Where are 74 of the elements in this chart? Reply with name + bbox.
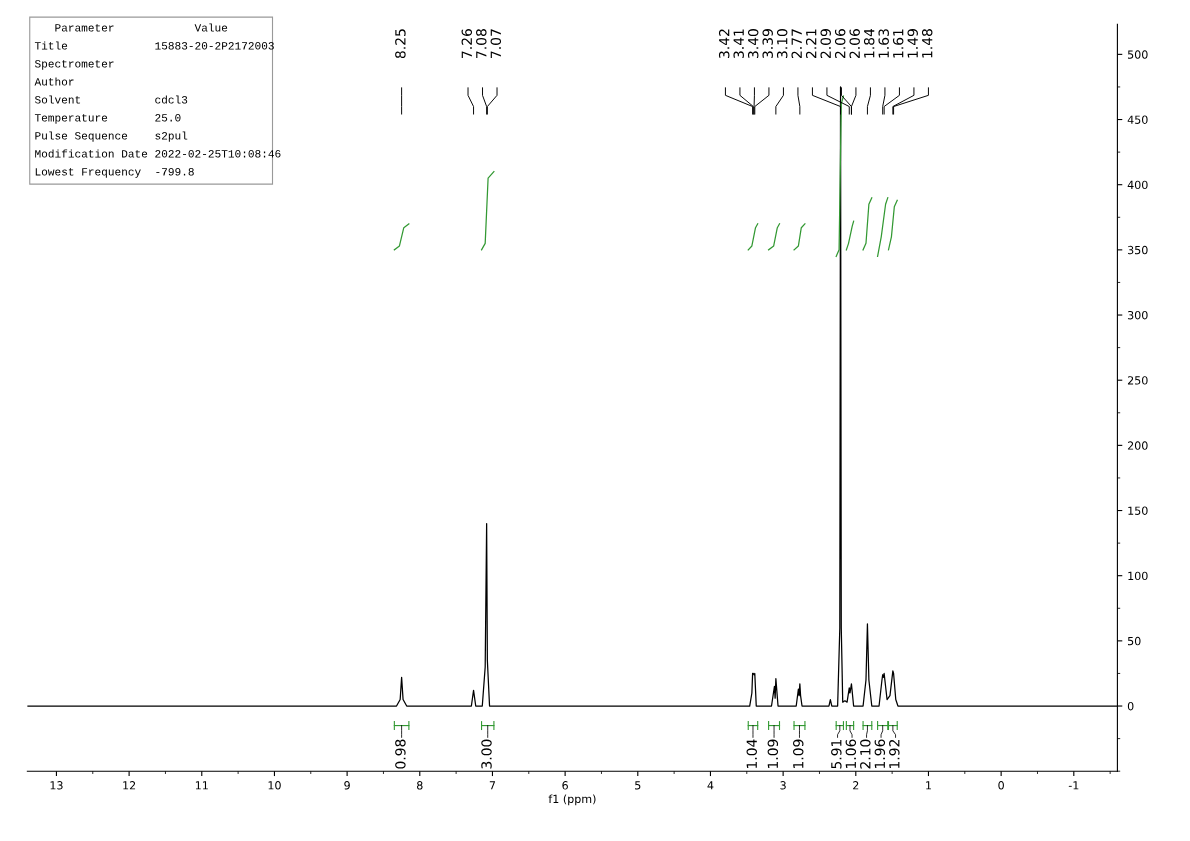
x-tick-label: 10 [268,781,281,790]
annotation: 1.49 [907,29,918,58]
annotation: Spectrometer [34,60,114,70]
line-series [747,223,759,251]
x-tick-label: 13 [50,781,63,790]
annotation: 3.42 [718,29,730,58]
y-tick-label: 300 [1127,311,1148,320]
line-series [767,223,781,251]
annotation: 8.25 [395,29,406,59]
y-tick-label: 100 [1128,571,1148,581]
x-tick-label: 11 [195,781,208,790]
x-axis-title: f1 (ppm) [548,794,596,806]
y-tick-label: 200 [1127,441,1148,450]
y-tick-label: 350 [1127,245,1148,255]
annotation: 1.06 [845,739,857,769]
annotation: 3.00 [481,739,492,769]
annotation: 0.98 [395,739,406,769]
annotation: 3.40 [747,29,759,58]
annotation: 2.77 [791,29,802,59]
x-tick-label: 1 [926,781,931,790]
line-series [887,199,898,251]
x-tick-label: -1 [1068,781,1079,790]
line-series [876,197,889,258]
annotation: 7.07 [490,29,502,58]
y-tick-label: 450 [1127,115,1148,124]
annotation: Solvent cdcl3 [34,95,188,104]
annotation: 2.06 [834,29,846,59]
annotation: 2.21 [805,29,817,59]
annotation: Author [34,77,74,86]
annotation: Modification Date 2022-02-25T10:08:46 [35,149,281,158]
annotation: 1.92 [889,740,900,769]
annotation: 1.63 [878,29,889,58]
annotation: Pulse Sequence s2pul [35,131,188,142]
y-tick-label: 250 [1127,376,1148,385]
annotation: 3.10 [776,29,788,58]
x-tick-label: 9 [344,781,350,790]
annotation: 7.08 [476,29,487,58]
annotation: 5.91 [831,739,842,769]
x-tick-label: 8 [417,781,423,790]
annotation: 1.09 [767,739,779,769]
annotation: 2.06 [849,29,860,59]
annotation: 7.26 [461,29,473,58]
annotation: 2.10 [860,739,871,769]
annotation: 1.48 [921,29,933,58]
annotation: 1.84 [863,28,875,58]
line-series [862,197,873,251]
annotation: 3.41 [733,29,744,58]
x-tick-label: 12 [123,781,136,790]
x-tick-label: 5 [635,781,641,790]
annotation: Title 15883-20-2P2172003 [34,41,274,50]
annotation: 3.39 [762,29,773,58]
x-tick-label: 3 [780,781,786,790]
y-tick-label: 150 [1128,506,1148,515]
x-tick-label: 6 [562,781,568,790]
y-tick-label: 500 [1127,50,1148,59]
annotation: 1.96 [874,739,886,769]
line-series [393,223,410,251]
y-tick-label: 50 [1127,636,1141,646]
x-tick-label: 7 [489,781,496,790]
line-series [845,220,855,251]
line-series [480,171,495,251]
annotation: Parameter Value [55,23,228,32]
y-tick-label: 0 [1127,702,1134,711]
annotation: 2.09 [820,29,831,59]
annotation: 1.09 [793,739,804,769]
x-tick-label: 0 [998,781,1004,790]
annotation: Temperature 25.0 [34,114,181,124]
annotation: 1.61 [892,29,904,58]
annotation: 1.04 [746,739,757,769]
x-tick-label: 4 [707,781,714,790]
line-series [793,223,806,251]
x-tick-label: 2 [853,781,859,790]
annotation: Lowest Frequency -799.8 [35,168,194,178]
y-tick-label: 400 [1127,180,1148,190]
